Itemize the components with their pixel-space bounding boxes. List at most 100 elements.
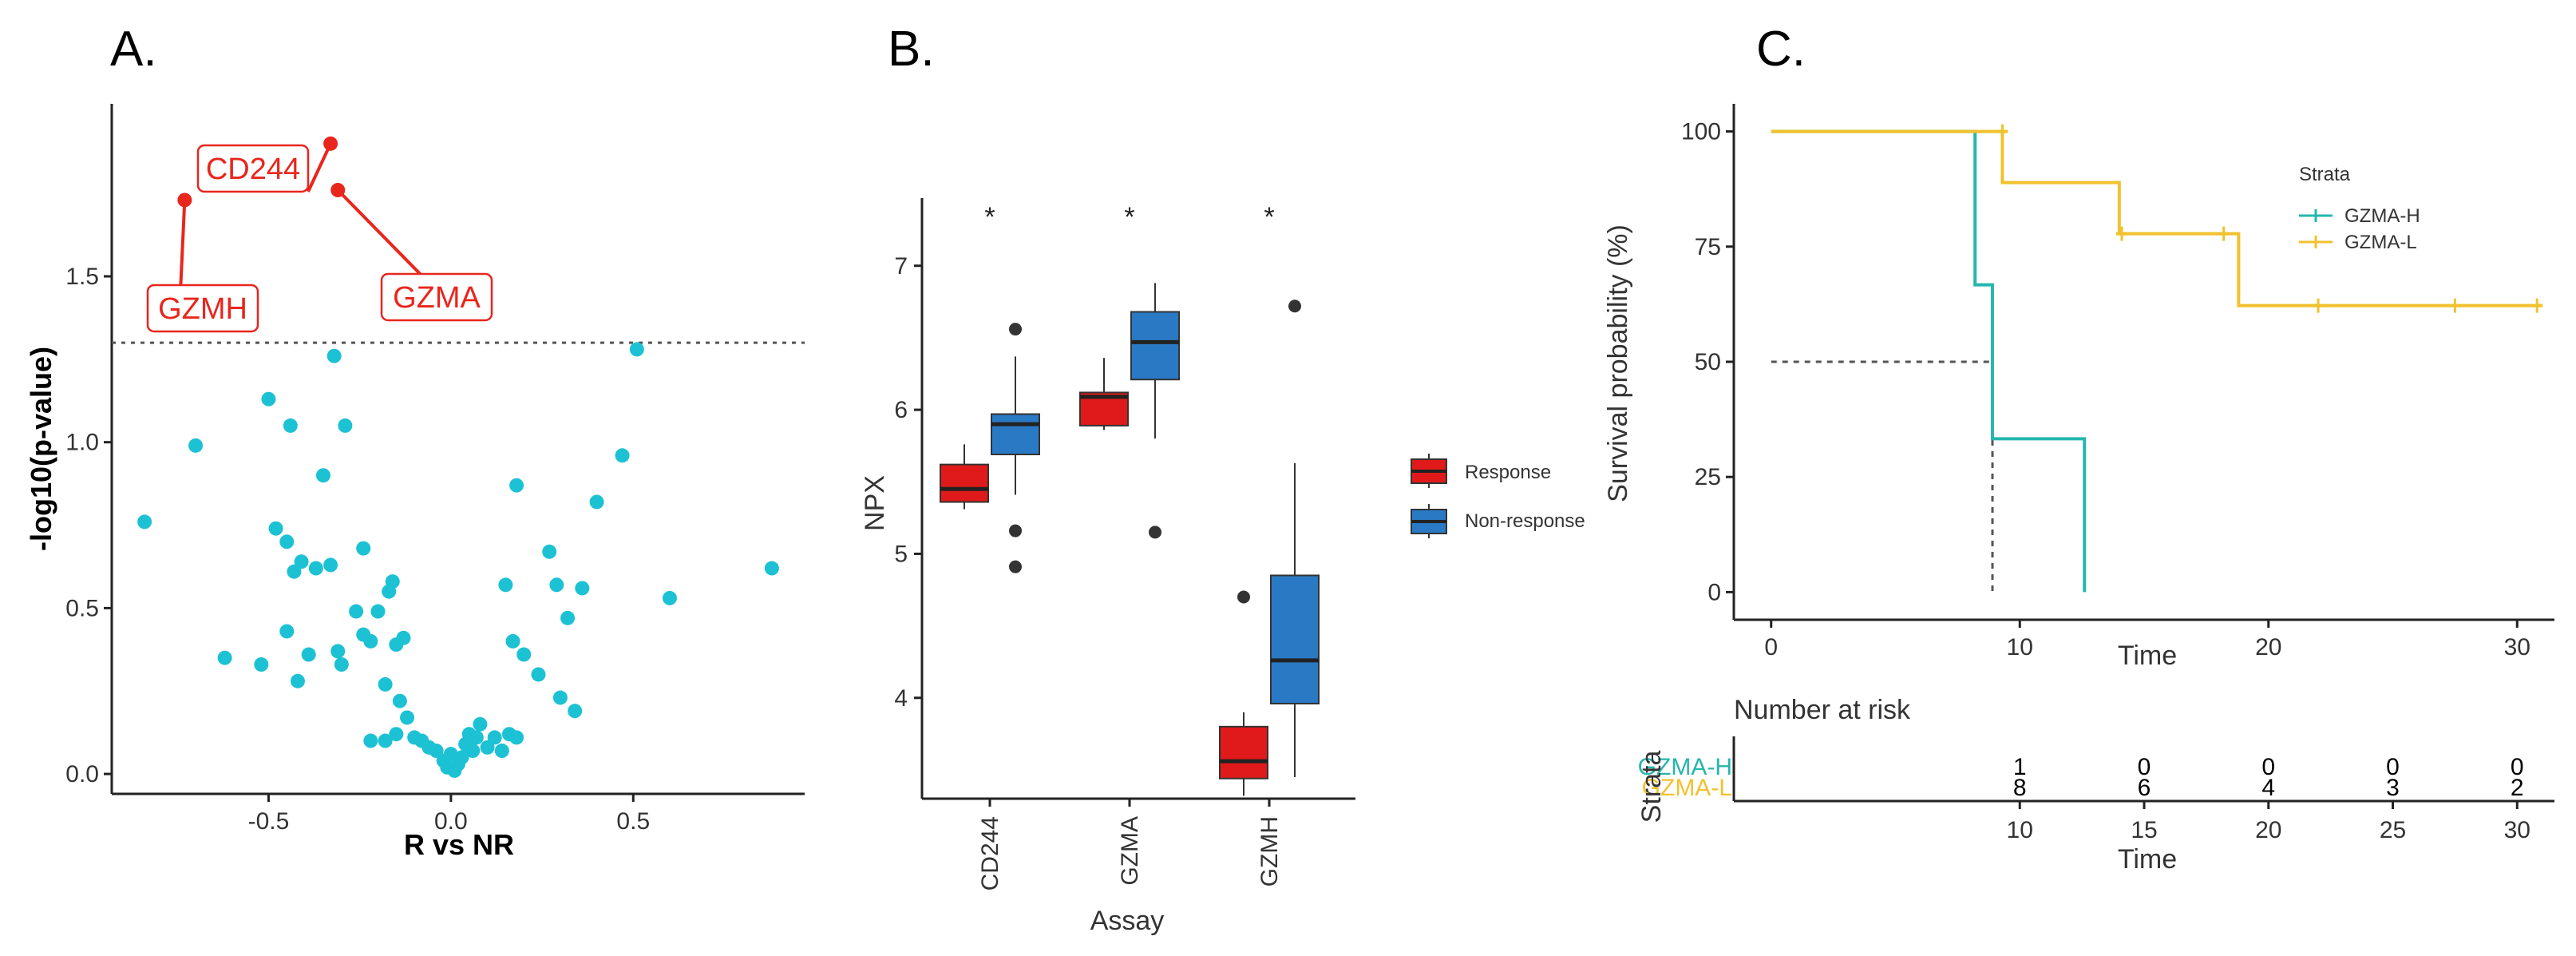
risk-x-tick-label: 25 xyxy=(2380,817,2406,843)
callout-label: GZMH xyxy=(158,292,247,326)
panel-c-legend: Strata GZMA-H GZMA-L xyxy=(2299,164,2420,253)
data-point xyxy=(268,521,283,536)
panel-a-y-title: -log10(p-value) xyxy=(25,347,57,551)
panel-a-letter: A. xyxy=(110,22,157,77)
data-point xyxy=(279,534,295,549)
data-point xyxy=(349,604,364,619)
risk-count: 6 xyxy=(2138,775,2151,801)
y-tick-label: 0.0 xyxy=(65,761,99,787)
y-tick-label: 75 xyxy=(1695,234,1721,260)
legend-non-response[interactable]: Non-response xyxy=(1411,504,1585,538)
box xyxy=(1219,725,1268,779)
box xyxy=(1130,311,1180,381)
risk-table-y-title: Strata xyxy=(1636,751,1667,823)
data-point xyxy=(279,624,295,639)
data-point xyxy=(188,438,204,453)
risk-table: Number at risk GZMA-H GZMA-L Strata 10 18… xyxy=(1636,695,2554,875)
data-point xyxy=(498,577,513,593)
data-point xyxy=(323,557,338,573)
risk-x-tick-label: 30 xyxy=(2504,817,2530,843)
risk-count: 0 xyxy=(2138,754,2151,780)
legend-gzma-h-label: GZMA-H xyxy=(2345,205,2420,227)
panel-c-curves xyxy=(1771,124,2543,593)
data-point xyxy=(509,478,524,493)
risk-x-tick-label: 20 xyxy=(2255,817,2281,843)
panel-a-callouts: CD244 GZMA GZMH xyxy=(146,136,493,333)
panel-b-letter: B. xyxy=(888,22,935,77)
data-point xyxy=(356,541,371,556)
x-tick-label: GZMA xyxy=(1117,816,1143,886)
callout-box xyxy=(146,284,259,333)
x-tick-label: GZMH xyxy=(1256,816,1283,887)
box xyxy=(940,463,989,503)
legend-response-label: Response xyxy=(1465,462,1551,483)
y-tick-label: 100 xyxy=(1681,119,1721,145)
data-point xyxy=(378,676,393,692)
callout-box xyxy=(196,144,310,193)
y-tick-label: 0 xyxy=(1707,579,1721,605)
box-outlier xyxy=(1009,323,1022,336)
y-tick-label: 50 xyxy=(1695,349,1721,375)
risk-count: 0 xyxy=(2511,754,2524,780)
data-point xyxy=(469,730,484,745)
data-point xyxy=(396,630,411,645)
x-tick-label: -0.5 xyxy=(248,808,290,835)
callout-label: CD244 xyxy=(206,153,300,186)
data-point xyxy=(552,690,568,705)
data-point xyxy=(662,590,677,605)
box xyxy=(1270,574,1320,704)
legend-response[interactable]: Response xyxy=(1411,454,1551,488)
data-point xyxy=(308,561,323,576)
y-tick-label: 7 xyxy=(894,253,908,280)
data-point xyxy=(568,704,583,719)
risk-count: 8 xyxy=(2013,775,2027,801)
data-point xyxy=(378,733,393,748)
data-point xyxy=(370,604,386,619)
y-tick-label: 6 xyxy=(894,397,908,423)
x-tick-label: 0.5 xyxy=(616,808,650,835)
data-point xyxy=(363,633,378,649)
x-tick-label: 30 xyxy=(2504,634,2530,660)
data-point xyxy=(465,744,481,758)
panel-a-ticks: -0.5 0.0 0.5 0.0 0.5 1.0 1.5 xyxy=(65,264,650,835)
data-point xyxy=(480,740,495,755)
data-point xyxy=(629,342,644,357)
y-tick-label: 1.0 xyxy=(65,430,99,456)
data-point xyxy=(615,448,630,463)
data-point xyxy=(494,744,509,758)
risk-row-gzma-h-label: GZMA-H xyxy=(1638,754,1732,780)
data-point xyxy=(443,747,458,762)
data-point xyxy=(505,633,520,649)
risk-count: 1 xyxy=(2013,754,2027,780)
panel-b-ticks: 4 5 6 7 CD244 * GZMA * GZMH * xyxy=(894,202,1283,891)
data-point xyxy=(385,574,400,589)
y-tick-label: 1.5 xyxy=(65,264,99,290)
box-outlier xyxy=(1237,590,1250,604)
data-point xyxy=(454,750,469,765)
legend-gzma-l[interactable]: GZMA-L xyxy=(2299,232,2417,253)
data-point xyxy=(261,391,276,407)
y-tick-label: 0.5 xyxy=(65,595,99,621)
panel-b-boxes xyxy=(940,283,1320,796)
risk-x-tick-label: 15 xyxy=(2131,817,2157,843)
panel-b-legend: Response Non-response xyxy=(1411,454,1585,538)
panel-c-legend-title: Strata xyxy=(2299,164,2351,185)
data-point xyxy=(575,581,590,596)
data-point xyxy=(473,716,488,732)
y-tick-label: 25 xyxy=(1695,464,1721,490)
x-tick-label: 10 xyxy=(2007,634,2033,660)
data-point xyxy=(315,468,330,483)
legend-gzma-h[interactable]: GZMA-H xyxy=(2299,205,2420,227)
significance-star: * xyxy=(1124,202,1134,232)
panel-a-points xyxy=(137,342,779,778)
survival-curve-gzma-l xyxy=(1771,129,2542,307)
box xyxy=(991,413,1040,455)
panel-b-x-title: Assay xyxy=(1090,906,1165,936)
panel-c-y-title: Survival probability (%) xyxy=(1603,224,1633,502)
data-point xyxy=(389,727,404,742)
callout-leader xyxy=(179,200,187,286)
data-point xyxy=(516,647,532,662)
data-point xyxy=(217,650,232,665)
data-point xyxy=(301,647,316,662)
